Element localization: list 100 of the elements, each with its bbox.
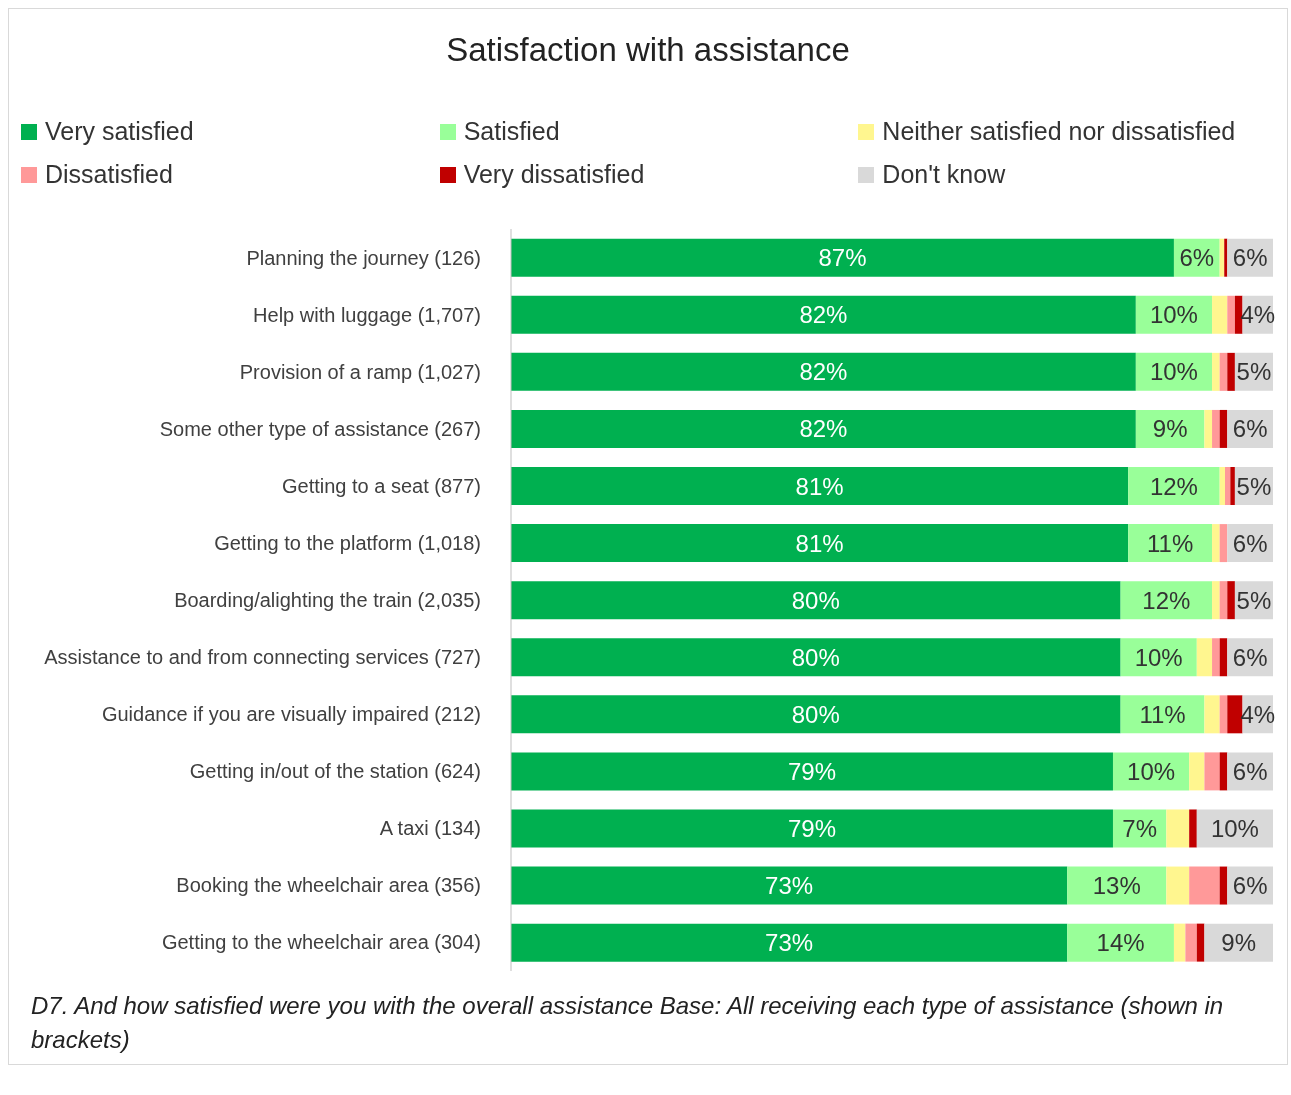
- data-label: 7%: [1122, 814, 1157, 842]
- y-tick-label: Some other type of assistance (267): [159, 417, 481, 440]
- bar: [1212, 638, 1220, 677]
- data-label: 87%: [818, 244, 867, 272]
- bar: [511, 352, 1136, 391]
- bar: [1212, 581, 1220, 620]
- legend-label: Satisfied: [463, 117, 560, 146]
- data-label: 10%: [1149, 301, 1198, 329]
- bar: [511, 467, 1129, 506]
- y-tick-label: Planning the journey (126): [246, 246, 481, 269]
- bar: [1219, 409, 1228, 448]
- bar: [1185, 923, 1197, 962]
- bar: [1212, 409, 1220, 448]
- bar: [1230, 467, 1235, 506]
- bar: [511, 923, 1068, 962]
- bar: [1227, 352, 1235, 391]
- bar: [1166, 809, 1190, 848]
- legend-label: Very dissatisfied: [463, 160, 645, 189]
- data-label: 10%: [1127, 757, 1176, 785]
- bar: [1212, 524, 1220, 563]
- bar: [1166, 866, 1190, 905]
- y-tick-label: Getting to the platform (1,018): [214, 531, 481, 554]
- legend-label: Dissatisfied: [45, 160, 173, 189]
- data-label: 6%: [1179, 244, 1215, 272]
- data-label: 79%: [787, 814, 837, 842]
- data-label: 5%: [1236, 472, 1272, 500]
- data-label: 12%: [1142, 586, 1191, 614]
- bar: [1212, 295, 1228, 334]
- bar: [1227, 695, 1243, 734]
- y-tick-label: Getting in/out of the station (624): [189, 760, 481, 783]
- data-label: 81%: [795, 529, 844, 557]
- data-label: 80%: [791, 586, 840, 614]
- bar: [1219, 581, 1228, 620]
- data-label: 82%: [799, 358, 848, 386]
- bar: [1224, 238, 1228, 277]
- bar: [1234, 295, 1243, 334]
- bar: [511, 409, 1136, 448]
- bar: [511, 524, 1129, 563]
- legend-label: Very satisfied: [45, 117, 194, 146]
- text: D7. And how satisfied were you with the overall assistance Base: All receiving each type of assistance (shown in brackets): [31, 991, 1225, 1055]
- bar: [1227, 581, 1235, 620]
- bar: [1067, 866, 1167, 905]
- data-label: 5%: [1236, 358, 1272, 386]
- data-label: 80%: [791, 643, 840, 671]
- bar: [1189, 866, 1220, 905]
- data-label: 6%: [1232, 872, 1268, 900]
- y-tick-label: Boarding/alighting the train (2,035): [174, 589, 481, 611]
- bar: [1189, 752, 1205, 791]
- legend-label: Don't know: [882, 160, 1006, 189]
- y-tick-label: Booking the wheelchair area (356): [176, 874, 481, 897]
- data-label: 6%: [1232, 643, 1268, 671]
- bar: [1219, 524, 1228, 563]
- data-label: 9%: [1152, 415, 1188, 443]
- bar: [511, 695, 1121, 734]
- data-label: 10%: [1149, 358, 1198, 386]
- bar: [1128, 467, 1220, 506]
- bar: [1173, 923, 1186, 962]
- data-label: 73%: [765, 929, 814, 957]
- data-label: 73%: [765, 872, 814, 900]
- data-label: 13%: [1092, 872, 1141, 900]
- bar: [1204, 695, 1220, 734]
- bar: [1204, 409, 1213, 448]
- data-label: 6%: [1232, 244, 1268, 272]
- y-tick-label: Getting to a seat (877): [281, 474, 481, 497]
- bar: [511, 295, 1136, 334]
- data-label: 5%: [1236, 586, 1272, 614]
- bar: [1212, 352, 1220, 391]
- data-label: 10%: [1210, 814, 1259, 842]
- bar: [511, 866, 1068, 905]
- y-tick-label: Getting to the wheelchair area (304): [161, 931, 481, 954]
- data-label: 82%: [799, 415, 848, 443]
- bar: [1189, 809, 1197, 848]
- bar: [1067, 923, 1174, 962]
- bar: [1227, 295, 1235, 334]
- bar: [1224, 467, 1231, 506]
- bar: [511, 809, 1113, 848]
- y-tick-label: Provision of a ramp (1,027): [239, 360, 481, 383]
- data-label: 11%: [1139, 700, 1186, 728]
- y-tick-label: Assistance to and from connecting services (727): [44, 646, 481, 669]
- bar: [511, 238, 1174, 277]
- bar: [511, 638, 1121, 677]
- data-label: 81%: [795, 472, 844, 500]
- data-label: 12%: [1149, 472, 1198, 500]
- bar: [1219, 638, 1228, 677]
- bar: [1219, 695, 1228, 734]
- bar: [1219, 752, 1228, 791]
- bar: [1196, 923, 1205, 962]
- data-label: 10%: [1134, 643, 1183, 671]
- data-label: 14%: [1096, 929, 1145, 957]
- bar: [1219, 352, 1228, 391]
- data-label: 11%: [1147, 529, 1194, 557]
- data-label: 6%: [1232, 529, 1268, 557]
- y-tick-label: Help with luggage (1,707): [253, 303, 481, 326]
- data-label: 6%: [1232, 415, 1268, 443]
- legend-label: Neither satisfied nor dissatisfied: [882, 117, 1236, 146]
- data-label: 82%: [799, 301, 848, 329]
- y-tick-label: Guidance if you are visually impaired (212): [101, 703, 481, 726]
- bar: [1196, 638, 1213, 677]
- bar: [1219, 866, 1228, 905]
- data-label: 9%: [1221, 929, 1257, 957]
